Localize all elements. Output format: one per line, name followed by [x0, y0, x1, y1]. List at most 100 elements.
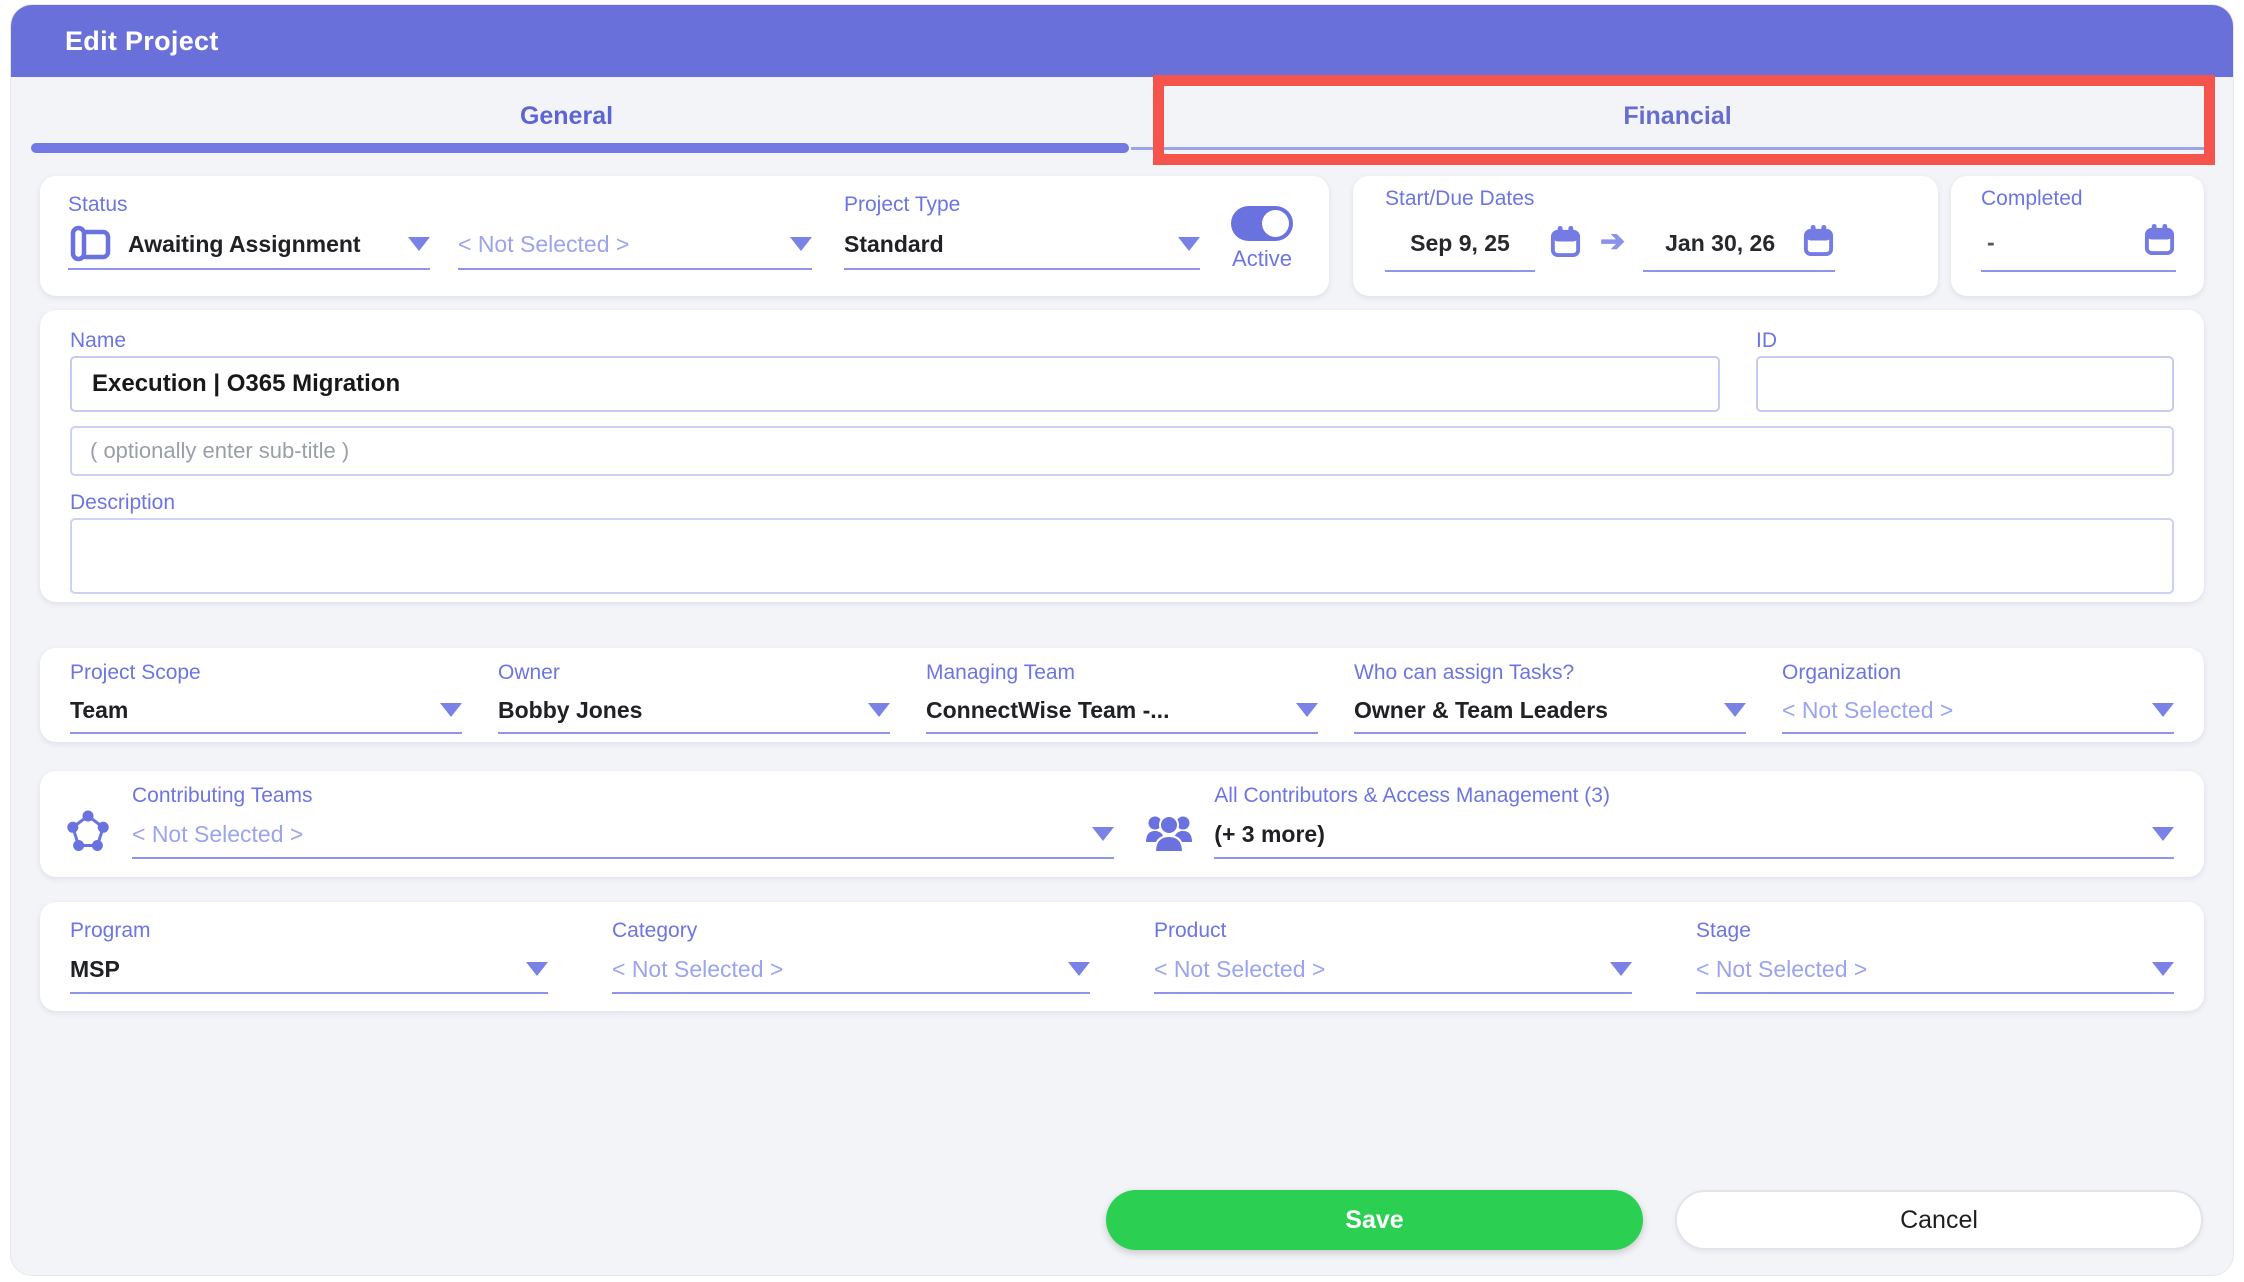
project-type-value: Standard [844, 230, 944, 257]
project-scope-dropdown[interactable]: Team [70, 688, 462, 734]
toggle-knob [1262, 210, 1289, 237]
chevron-down-icon [868, 703, 890, 717]
status-value: Awaiting Assignment [128, 230, 361, 257]
name-description-card: Name ID Description [40, 310, 2204, 602]
contributing-teams-group: Contributing Teams < Not Selected > [64, 781, 1115, 877]
name-label: Name [70, 329, 127, 352]
stage-label: Stage [1696, 919, 1751, 942]
classification-card: Program MSP Category < Not Selected > Pr… [40, 902, 2204, 1011]
completed-date-value: - [1987, 228, 1995, 255]
people-group-icon [1144, 810, 1194, 854]
product-label: Product [1154, 919, 1227, 942]
calendar-icon[interactable] [1549, 225, 1582, 258]
managing-team-dropdown[interactable]: ConnectWise Team -... [926, 688, 1318, 734]
active-tab-indicator [31, 143, 1129, 153]
chevron-down-icon [2152, 703, 2174, 717]
project-type-label: Project Type [844, 193, 961, 216]
dialog-footer: Save Cancel [1106, 1190, 2203, 1250]
dialog-title: Edit Project [65, 25, 219, 56]
due-date-value: Jan 30, 26 [1665, 229, 1776, 256]
tab-bar: General Financial [11, 77, 2233, 155]
tab-financial[interactable]: Financial [1122, 77, 2233, 155]
tab-general[interactable]: General [11, 77, 1122, 155]
start-due-dates-card: Start/Due Dates Sep 9, 25 [1353, 176, 1938, 296]
chevron-down-icon [1724, 703, 1746, 717]
project-type-dropdown[interactable]: Standard [844, 220, 1200, 270]
owner-dropdown[interactable]: Bobby Jones [498, 688, 890, 734]
subtitle-input[interactable] [70, 426, 2174, 476]
description-label: Description [70, 491, 176, 514]
id-field-group: ID [1756, 326, 2174, 412]
status-card: Status Awaiting Assignment [40, 176, 1329, 296]
program-field: Program MSP [70, 916, 548, 1011]
arrow-right-icon: ➔ [1600, 224, 1626, 258]
kanban-board-icon [68, 223, 114, 265]
contributors-label: All Contributors & Access Management (3) [1214, 784, 1610, 807]
who-can-assign-dropdown[interactable]: Owner & Team Leaders [1354, 688, 1746, 734]
id-label: ID [1756, 329, 1777, 352]
chevron-down-icon [440, 703, 462, 717]
calendar-icon[interactable] [2143, 223, 2176, 256]
tab-financial-label: Financial [1623, 101, 1732, 130]
due-date-field[interactable]: Jan 30, 26 [1643, 216, 1836, 272]
chevron-down-icon [2152, 827, 2174, 841]
managing-team-field: Managing Team ConnectWise Team -... [926, 658, 1318, 742]
status-field: Status Awaiting Assignment [68, 190, 430, 296]
substatus-dropdown[interactable]: < Not Selected > [458, 220, 812, 270]
cancel-button[interactable]: Cancel [1675, 1190, 2203, 1250]
project-type-field: Project Type Standard [844, 190, 1200, 296]
tab-track-line [1131, 147, 2213, 150]
category-label: Category [612, 919, 698, 942]
contributors-group: All Contributors & Access Management (3)… [1144, 781, 2174, 877]
who-can-assign-field: Who can assign Tasks? Owner & Team Leade… [1354, 658, 1746, 742]
substatus-value: < Not Selected > [458, 230, 630, 257]
project-scope-field: Project Scope Team [70, 658, 462, 742]
contributors-dropdown[interactable]: (+ 3 more) [1214, 811, 2174, 859]
chevron-down-icon [2152, 962, 2174, 976]
description-textarea[interactable] [70, 518, 2174, 594]
product-dropdown[interactable]: < Not Selected > [1154, 946, 1632, 994]
product-field: Product < Not Selected > [1154, 916, 1632, 1011]
owner-label: Owner [498, 661, 560, 684]
name-input[interactable] [70, 356, 1720, 412]
active-toggle[interactable] [1231, 206, 1293, 241]
start-date-field[interactable]: Sep 9, 25 [1385, 216, 1535, 272]
chevron-down-icon [1178, 237, 1200, 251]
calendar-icon[interactable] [1802, 224, 1835, 257]
status-dropdown[interactable]: Awaiting Assignment [68, 220, 430, 270]
status-dates-row: Status Awaiting Assignment [40, 176, 2204, 296]
teams-card: Contributing Teams < Not Selected > [40, 771, 2204, 877]
active-toggle-label: Active [1232, 246, 1292, 271]
chevron-down-icon [790, 237, 812, 251]
contributing-teams-dropdown[interactable]: < Not Selected > [132, 811, 1115, 859]
chevron-down-icon [1092, 827, 1115, 841]
chevron-down-icon [526, 962, 548, 976]
organization-dropdown[interactable]: < Not Selected > [1782, 688, 2174, 734]
save-button[interactable]: Save [1106, 1190, 1643, 1250]
completed-label: Completed [1981, 187, 2083, 210]
ownership-card: Project Scope Team Owner Bobby Jones Man… [40, 648, 2204, 742]
start-date-value: Sep 9, 25 [1410, 229, 1510, 256]
chevron-down-icon [1068, 962, 1090, 976]
who-can-assign-label: Who can assign Tasks? [1354, 661, 1575, 684]
pentagon-network-icon [64, 808, 112, 856]
managing-team-label: Managing Team [926, 661, 1076, 684]
project-scope-label: Project Scope [70, 661, 201, 684]
id-input[interactable] [1756, 356, 2174, 412]
stage-field: Stage < Not Selected > [1696, 916, 2174, 1011]
chevron-down-icon [408, 237, 430, 251]
category-field: Category < Not Selected > [612, 916, 1090, 1011]
tab-general-label: General [519, 101, 614, 130]
category-dropdown[interactable]: < Not Selected > [612, 946, 1090, 994]
program-dropdown[interactable]: MSP [70, 946, 548, 994]
substatus-field: < Not Selected > [458, 190, 812, 296]
owner-field: Owner Bobby Jones [498, 658, 890, 742]
name-field-group: Name [70, 326, 1720, 412]
stage-dropdown[interactable]: < Not Selected > [1696, 946, 2174, 994]
completed-card: Completed - [1951, 176, 2204, 296]
chevron-down-icon [1610, 962, 1632, 976]
program-label: Program [70, 919, 151, 942]
completed-date-field[interactable]: - [1981, 214, 2176, 272]
dialog-header: Edit Project [11, 5, 2233, 77]
